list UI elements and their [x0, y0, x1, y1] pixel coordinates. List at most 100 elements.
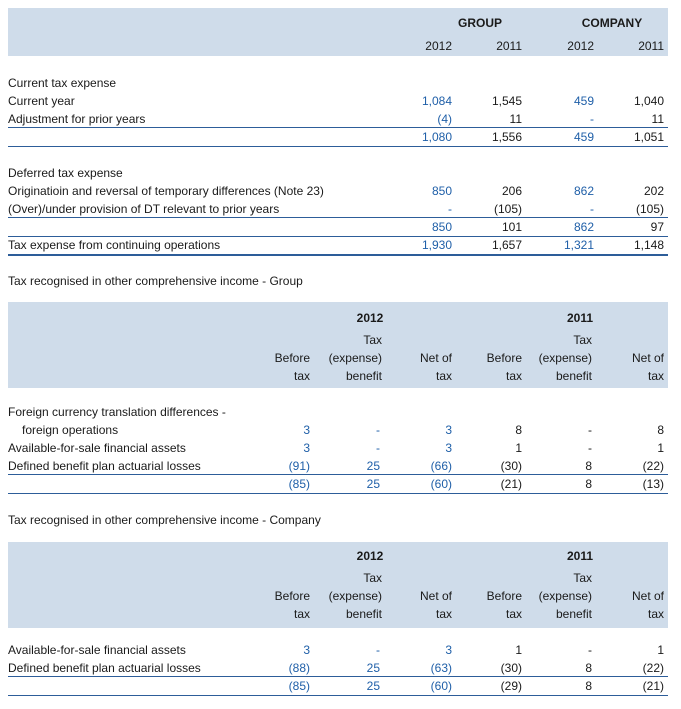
- row-label: Adjustment for prior years: [8, 112, 146, 126]
- cell: 459: [573, 130, 594, 144]
- col-header: benefit: [345, 369, 382, 383]
- divider: [8, 676, 668, 677]
- subtotal-row: (85) 25 (60) (21) 8 (13): [8, 475, 668, 493]
- row-label: Originatioin and reversal of temporary d…: [8, 184, 324, 198]
- divider: [8, 146, 668, 147]
- cell: 1: [515, 643, 522, 657]
- row-label: Defined benefit plan actuarial losses: [8, 459, 201, 473]
- year-header: 2011: [638, 39, 664, 53]
- col-header: Tax: [573, 571, 592, 585]
- section-title: Tax recognised in other comprehensive in…: [8, 513, 321, 527]
- cell: 862: [573, 220, 594, 234]
- cell: 1: [657, 441, 664, 455]
- col-header: Tax: [363, 571, 382, 585]
- year-header: 2011: [566, 311, 594, 325]
- cell: 206: [501, 184, 522, 198]
- year-header: 2012: [356, 311, 384, 325]
- row-label: (Over)/under provision of DT relevant to…: [8, 202, 280, 216]
- cell: -: [588, 423, 592, 437]
- year-header: 2011: [566, 549, 594, 563]
- subtotal-row: (85) 25 (60) (29) 8 (21): [8, 677, 668, 695]
- col-header: tax: [293, 369, 310, 383]
- row-label: Available-for-sale financial assets: [8, 643, 186, 657]
- cell: 1: [657, 643, 664, 657]
- table3-header-band: [8, 542, 668, 628]
- cell: 1,321: [563, 238, 594, 252]
- cell: 3: [445, 643, 452, 657]
- cell: 25: [366, 661, 380, 675]
- cell: 862: [573, 184, 594, 198]
- cell: 97: [650, 220, 664, 234]
- subtotal-row: 1,080 1,556 459 1,051: [8, 128, 668, 146]
- year-header: 2012: [425, 39, 452, 53]
- divider: [8, 474, 668, 475]
- grand-total-row: Tax expense from continuing operations 1…: [8, 236, 668, 254]
- cell: -: [448, 202, 452, 216]
- table-row: Defined benefit plan actuarial losses (9…: [8, 457, 668, 475]
- cell: 3: [445, 423, 452, 437]
- cell: 202: [643, 184, 664, 198]
- col-header: tax: [435, 369, 452, 383]
- cell: 1,084: [421, 94, 452, 108]
- cell: -: [376, 441, 380, 455]
- divider: [8, 217, 668, 218]
- col-header: Net of: [419, 589, 452, 603]
- table-row: Foreign currency translation differences…: [8, 403, 668, 421]
- cell: (63): [430, 661, 452, 675]
- col-header: Net of: [631, 589, 664, 603]
- cell: 11: [509, 112, 522, 126]
- cell: (13): [642, 477, 664, 491]
- year-header: 2012: [356, 549, 384, 563]
- cell: 8: [585, 661, 592, 675]
- col-header: (expense): [538, 589, 592, 603]
- row-label: Current year: [8, 94, 75, 108]
- cell: 11: [651, 112, 664, 126]
- section-title: Current tax expense: [8, 76, 117, 90]
- cell: -: [588, 441, 592, 455]
- col-header: Tax: [573, 333, 592, 347]
- cell: (21): [500, 477, 522, 491]
- col-header: tax: [293, 607, 310, 621]
- table-row: Originatioin and reversal of temporary d…: [8, 182, 668, 200]
- cell: 25: [366, 459, 380, 473]
- cell: (85): [288, 477, 310, 491]
- table-row: (Over)/under provision of DT relevant to…: [8, 200, 668, 218]
- cell: -: [590, 112, 594, 126]
- cell: 8: [657, 423, 664, 437]
- cell: 1,148: [633, 238, 664, 252]
- cell: 8: [585, 679, 592, 693]
- col-header: benefit: [555, 607, 592, 621]
- cell: (66): [430, 459, 452, 473]
- cell: -: [590, 202, 594, 216]
- cell: (105): [635, 202, 664, 216]
- cell: 1,657: [491, 238, 522, 252]
- cell: -: [376, 423, 380, 437]
- cell: (85): [288, 679, 310, 693]
- col-header: (expense): [328, 351, 382, 365]
- cell: 101: [501, 220, 522, 234]
- group-header: GROUP: [457, 16, 502, 30]
- row-label: Tax expense from continuing operations: [8, 238, 221, 252]
- table-row: Current year 1,084 1,545 459 1,040: [8, 92, 668, 110]
- cell: 459: [573, 94, 594, 108]
- company-header: COMPANY: [581, 16, 643, 30]
- cell: 25: [366, 477, 380, 491]
- cell: (29): [500, 679, 522, 693]
- table2-header-band: [8, 302, 668, 388]
- cell: 850: [431, 220, 452, 234]
- col-header: Net of: [631, 351, 664, 365]
- col-header: Before: [274, 589, 310, 603]
- col-header: Net of: [419, 351, 452, 365]
- cell: 3: [303, 643, 310, 657]
- divider: [8, 236, 668, 237]
- cell: 1,080: [421, 130, 452, 144]
- cell: (21): [642, 679, 664, 693]
- table-row: Available-for-sale financial assets 3 - …: [8, 439, 668, 457]
- section-title: Tax recognised in other comprehensive in…: [8, 274, 303, 288]
- cell: (30): [500, 459, 522, 473]
- col-header: Before: [486, 351, 522, 365]
- col-header: tax: [435, 607, 452, 621]
- cell: (60): [430, 477, 452, 491]
- cell: 3: [303, 423, 310, 437]
- table-row: Defined benefit plan actuarial losses (8…: [8, 659, 668, 677]
